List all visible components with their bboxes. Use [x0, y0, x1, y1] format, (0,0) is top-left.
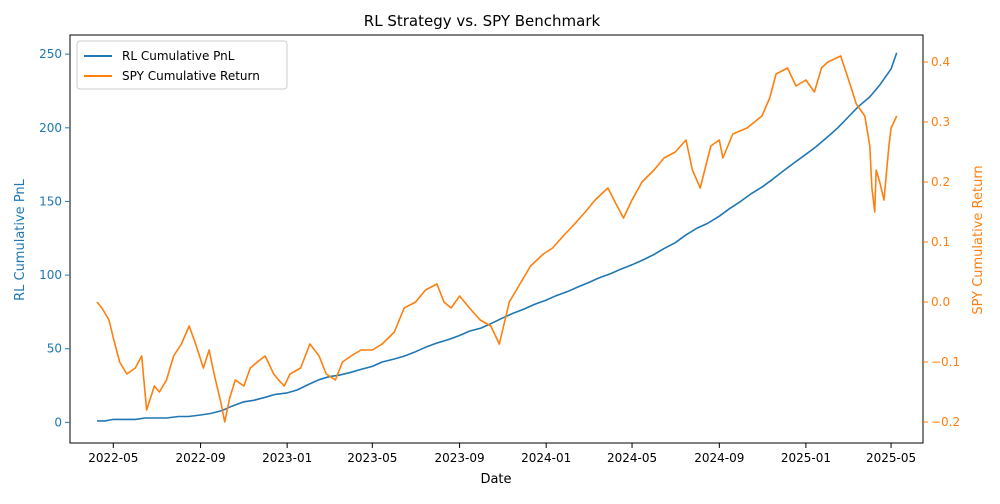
legend-label: SPY Cumulative Return [122, 69, 260, 83]
y-left-tick-label: 100 [39, 268, 62, 282]
x-tick-label: 2024-05 [607, 451, 657, 465]
x-tick-label: 2022-09 [176, 451, 226, 465]
y-left-tick-label: 150 [39, 194, 62, 208]
x-tick-label: 2023-09 [435, 451, 485, 465]
x-tick-label: 2024-01 [521, 451, 571, 465]
y-right-tick-label: 0.0 [931, 295, 950, 309]
series-line-spy-return [96, 55, 898, 423]
y-right-tick-label: 0.3 [931, 115, 950, 129]
legend-box [76, 40, 288, 90]
y-left-tick-label: 50 [47, 342, 62, 356]
legend: RL Cumulative PnL SPY Cumulative Return [76, 40, 288, 90]
y-right-tick-label: 0.2 [931, 175, 950, 189]
x-tick-label: 2022-05 [88, 451, 138, 465]
x-tick-label: 2023-01 [262, 451, 312, 465]
y-axis-left-label: RL Cumulative PnL [13, 178, 28, 301]
y-right-tick-label: −0.2 [931, 415, 960, 429]
y-axis-right-label: SPY Cumulative Return [971, 165, 986, 314]
legend-label: RL Cumulative PnL [122, 49, 235, 63]
axes: 2022-05 2022-09 2023-01 2023-05 2023-09 2024-… [39, 34, 960, 465]
chart-title: RL Strategy vs. SPY Benchmark [364, 12, 601, 30]
y-left-tick-label: 250 [39, 47, 62, 61]
y-left-tick-label: 0 [54, 415, 62, 429]
x-tick-label: 2023-05 [347, 451, 397, 465]
x-tick-label: 2025-05 [866, 451, 916, 465]
series-line-rl-pnl [97, 52, 898, 422]
y-right-tick-label: 0.4 [931, 55, 950, 69]
y-left-tick-label: 200 [39, 121, 62, 135]
plot-area [96, 52, 898, 423]
y-right-tick-label: 0.1 [931, 235, 950, 249]
x-tick-label: 2024-09 [694, 451, 744, 465]
x-axis-label: Date [480, 472, 511, 487]
plot-frame [69, 34, 924, 444]
x-tick-label: 2025-01 [781, 451, 831, 465]
y-right-tick-label: −0.1 [931, 355, 960, 369]
